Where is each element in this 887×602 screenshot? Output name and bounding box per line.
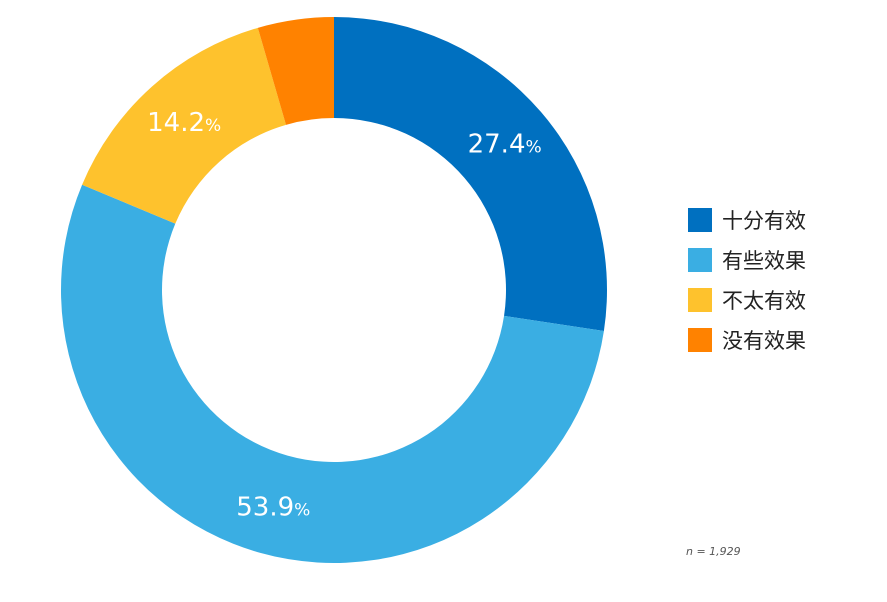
legend-swatch-3	[688, 288, 712, 312]
slice-2	[60, 184, 604, 563]
legend-label-3: 不太有效	[722, 289, 806, 313]
slice-4	[257, 17, 334, 125]
legend-swatch-1	[688, 208, 712, 232]
slice-1	[334, 17, 607, 332]
legend-label-4: 没有效果	[722, 329, 806, 353]
legend-label-1: 十分有效	[722, 209, 806, 233]
slice-label-2: 53.9%	[236, 493, 310, 523]
slice-3	[82, 27, 287, 224]
legend-label-2: 有些效果	[722, 249, 806, 273]
slice-label-3: 14.2%	[147, 108, 221, 138]
donut-slices	[60, 17, 607, 563]
legend-swatch-2	[688, 248, 712, 272]
slice-labels: 27.4% 53.9% 14.2%	[147, 108, 542, 522]
legend-swatch-4	[688, 328, 712, 352]
slice-label-1: 27.4%	[468, 129, 542, 159]
sample-size-note: n = 1,929	[686, 545, 741, 558]
